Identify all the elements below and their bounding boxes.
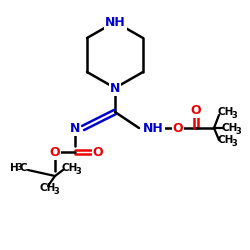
Text: 3: 3 [231, 140, 237, 148]
Text: CH: CH [62, 163, 78, 173]
Text: 3: 3 [75, 168, 81, 176]
Text: O: O [191, 104, 201, 117]
Text: O: O [173, 122, 183, 134]
Text: O: O [93, 146, 103, 158]
Text: O: O [50, 146, 60, 158]
Text: CH: CH [218, 135, 234, 145]
Text: 3: 3 [231, 112, 237, 120]
Text: NH: NH [142, 122, 164, 134]
Text: 3: 3 [53, 188, 59, 196]
Text: NH: NH [104, 16, 126, 28]
Text: H: H [10, 163, 19, 173]
Text: CH: CH [40, 183, 56, 193]
Text: 3: 3 [16, 164, 22, 172]
Text: C: C [20, 163, 28, 173]
Text: N: N [110, 82, 120, 94]
Text: CH: CH [222, 123, 238, 133]
Text: 3: 3 [235, 128, 241, 136]
Text: N: N [70, 122, 80, 134]
Text: CH: CH [218, 107, 234, 117]
